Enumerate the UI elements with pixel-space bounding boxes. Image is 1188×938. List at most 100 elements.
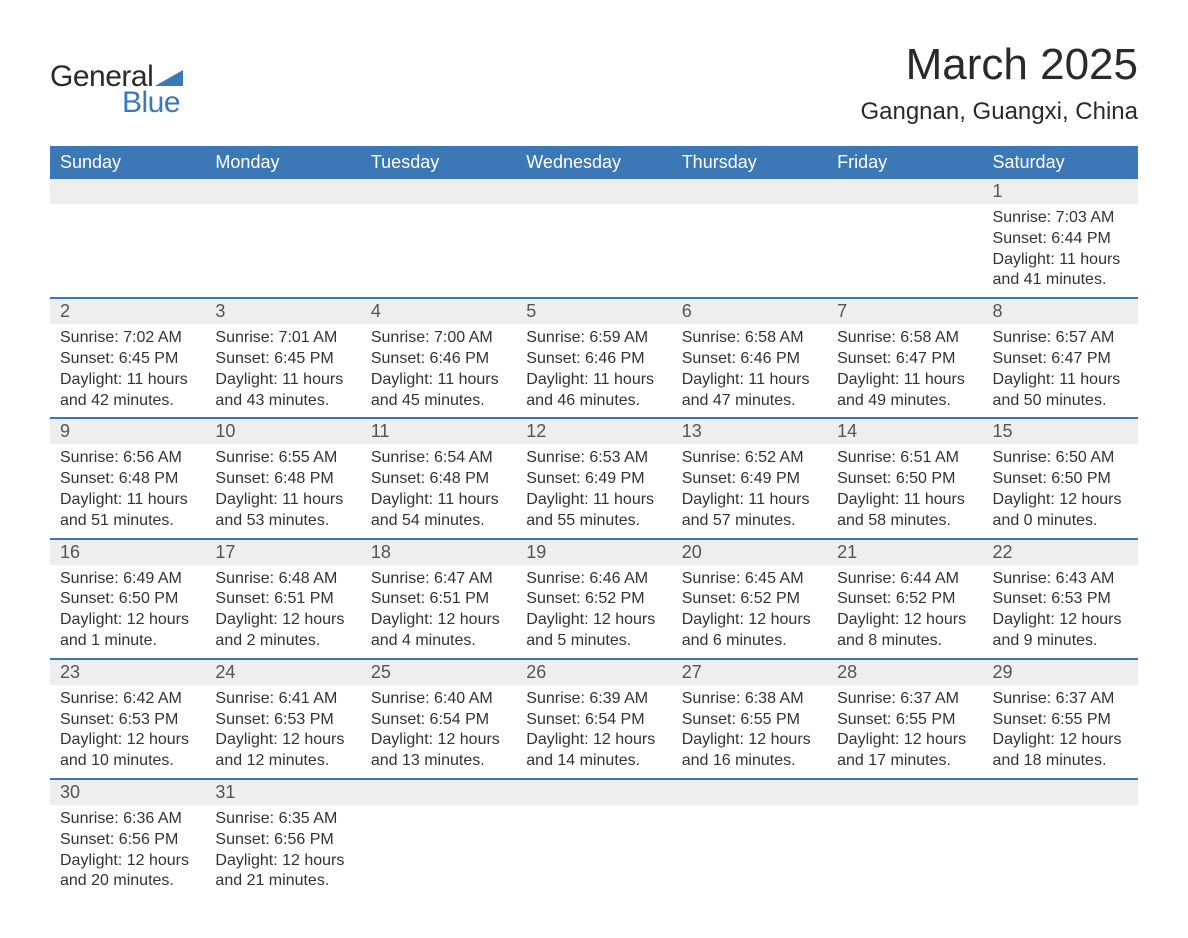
day-content: Sunrise: 6:46 AMSunset: 6:52 PMDaylight:… [516,565,671,658]
day-number: 9 [50,419,205,444]
sunset-text: Sunset: 6:50 PM [993,469,1128,490]
day-number [361,780,516,784]
day-content-cell [516,204,671,298]
day-number: 11 [361,419,516,444]
day-number: 1 [983,179,1138,204]
sunset-text: Sunset: 6:55 PM [837,710,972,731]
day-number-cell [205,179,360,204]
day-content: Sunrise: 6:37 AMSunset: 6:55 PMDaylight:… [827,685,982,778]
day-content-cell [672,805,827,898]
day-content [205,204,360,284]
sunrise-text: Sunrise: 6:57 AM [993,328,1128,349]
sunset-text: Sunset: 6:45 PM [215,349,350,370]
daylight-text-line1: Daylight: 11 hours [215,370,350,391]
day-content-cell: Sunrise: 6:53 AMSunset: 6:49 PMDaylight:… [516,444,671,538]
daylight-text-line1: Daylight: 12 hours [993,610,1128,631]
day-content-cell: Sunrise: 6:41 AMSunset: 6:53 PMDaylight:… [205,685,360,779]
sunrise-text: Sunrise: 6:37 AM [837,689,972,710]
location-text: Gangnan, Guangxi, China [860,98,1138,126]
day-content-cell: Sunrise: 6:46 AMSunset: 6:52 PMDaylight:… [516,565,671,659]
daylight-text-line2: and 49 minutes. [837,391,972,412]
week-number-row: 23242526272829 [50,659,1138,685]
day-content: Sunrise: 6:39 AMSunset: 6:54 PMDaylight:… [516,685,671,778]
day-content-cell: Sunrise: 6:47 AMSunset: 6:51 PMDaylight:… [361,565,516,659]
day-header-saturday: Saturday [983,146,1138,179]
sunset-text: Sunset: 6:51 PM [371,589,506,610]
day-content-cell [516,805,671,898]
week-content-row: Sunrise: 6:49 AMSunset: 6:50 PMDaylight:… [50,565,1138,659]
sunrise-text: Sunrise: 7:00 AM [371,328,506,349]
day-content [361,204,516,284]
daylight-text-line2: and 14 minutes. [526,751,661,772]
sunrise-text: Sunrise: 6:51 AM [837,448,972,469]
day-content-cell: Sunrise: 6:57 AMSunset: 6:47 PMDaylight:… [983,324,1138,418]
day-number-cell: 3 [205,298,360,324]
day-number [50,179,205,183]
week-number-row: 16171819202122 [50,539,1138,565]
sunset-text: Sunset: 6:46 PM [682,349,817,370]
logo-text-blue: Blue [122,86,183,120]
daylight-text-line2: and 57 minutes. [682,511,817,532]
day-content: Sunrise: 6:58 AMSunset: 6:46 PMDaylight:… [672,324,827,417]
daylight-text-line2: and 1 minute. [60,631,195,652]
day-content: Sunrise: 6:56 AMSunset: 6:48 PMDaylight:… [50,444,205,537]
day-number: 20 [672,540,827,565]
sunset-text: Sunset: 6:53 PM [993,589,1128,610]
day-number: 5 [516,299,671,324]
sunrise-text: Sunrise: 6:45 AM [682,569,817,590]
daylight-text-line2: and 13 minutes. [371,751,506,772]
day-number: 13 [672,419,827,444]
day-number-cell: 16 [50,539,205,565]
sunrise-text: Sunrise: 7:01 AM [215,328,350,349]
day-number-cell: 29 [983,659,1138,685]
day-content: Sunrise: 6:37 AMSunset: 6:55 PMDaylight:… [983,685,1138,778]
day-number-cell: 23 [50,659,205,685]
daylight-text-line2: and 45 minutes. [371,391,506,412]
daylight-text-line2: and 54 minutes. [371,511,506,532]
sunrise-text: Sunrise: 6:44 AM [837,569,972,590]
day-number-cell: 21 [827,539,982,565]
day-number: 22 [983,540,1138,565]
day-content-cell [361,805,516,898]
day-content-cell: Sunrise: 7:02 AMSunset: 6:45 PMDaylight:… [50,324,205,418]
sunrise-text: Sunrise: 6:43 AM [993,569,1128,590]
sunset-text: Sunset: 6:54 PM [526,710,661,731]
daylight-text-line2: and 0 minutes. [993,511,1128,532]
sunrise-text: Sunrise: 6:36 AM [60,809,195,830]
sunset-text: Sunset: 6:46 PM [371,349,506,370]
daylight-text-line2: and 16 minutes. [682,751,817,772]
day-header-monday: Monday [205,146,360,179]
day-content: Sunrise: 7:03 AMSunset: 6:44 PMDaylight:… [983,204,1138,297]
day-header-thursday: Thursday [672,146,827,179]
day-content: Sunrise: 6:47 AMSunset: 6:51 PMDaylight:… [361,565,516,658]
day-number-cell [983,779,1138,805]
sunrise-text: Sunrise: 6:42 AM [60,689,195,710]
day-content [516,204,671,284]
sunset-text: Sunset: 6:52 PM [682,589,817,610]
sunset-text: Sunset: 6:49 PM [682,469,817,490]
day-number [827,179,982,183]
day-number [516,780,671,784]
day-content-cell: Sunrise: 6:48 AMSunset: 6:51 PMDaylight:… [205,565,360,659]
day-number: 4 [361,299,516,324]
day-content-cell: Sunrise: 6:58 AMSunset: 6:47 PMDaylight:… [827,324,982,418]
sunset-text: Sunset: 6:47 PM [993,349,1128,370]
day-number-cell [516,179,671,204]
day-content: Sunrise: 7:00 AMSunset: 6:46 PMDaylight:… [361,324,516,417]
day-content: Sunrise: 7:01 AMSunset: 6:45 PMDaylight:… [205,324,360,417]
day-content: Sunrise: 6:45 AMSunset: 6:52 PMDaylight:… [672,565,827,658]
day-number: 8 [983,299,1138,324]
sunset-text: Sunset: 6:55 PM [682,710,817,731]
daylight-text-line1: Daylight: 11 hours [60,370,195,391]
day-number-cell: 12 [516,418,671,444]
daylight-text-line1: Daylight: 12 hours [371,730,506,751]
day-number: 27 [672,660,827,685]
day-header-wednesday: Wednesday [516,146,671,179]
day-header-sunday: Sunday [50,146,205,179]
sunrise-text: Sunrise: 6:47 AM [371,569,506,590]
day-content: Sunrise: 6:36 AMSunset: 6:56 PMDaylight:… [50,805,205,898]
day-content: Sunrise: 6:48 AMSunset: 6:51 PMDaylight:… [205,565,360,658]
daylight-text-line2: and 9 minutes. [993,631,1128,652]
day-content-cell: Sunrise: 6:56 AMSunset: 6:48 PMDaylight:… [50,444,205,538]
sunrise-text: Sunrise: 6:53 AM [526,448,661,469]
